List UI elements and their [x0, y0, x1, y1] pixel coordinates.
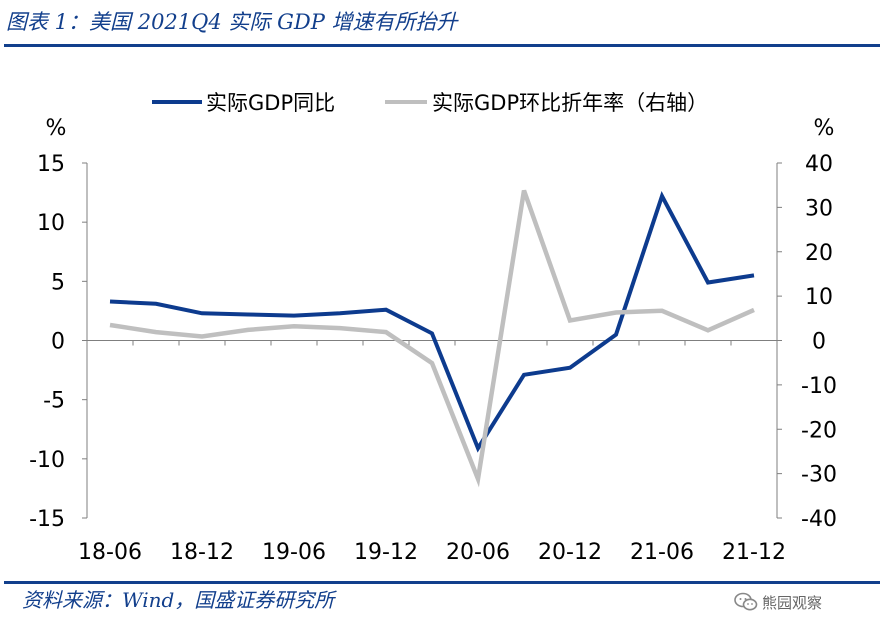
line-chart: 实际GDP同比 实际GDP环比折年率（右轴） -15-10-5051015-40-…: [29, 91, 837, 565]
x-tick-label: 19-06: [262, 540, 326, 565]
series-lines: [109, 189, 755, 488]
figure-title: 图表 1：美国 2021Q4 实际 GDP 增速有所抬升: [6, 10, 458, 34]
watermark: 熊园观察: [734, 589, 822, 615]
x-tick-label: 20-12: [538, 540, 602, 565]
right-y-tick-label: 20: [805, 241, 833, 266]
legend-label: 实际GDP环比折年率（右轴）: [432, 91, 708, 115]
axes: -15 -10 -5 0 5 10 15 -40 -30 -20 -10 0 10 20 30 40% % 18-…: [29, 116, 837, 565]
left-y-tick-label: -10: [29, 448, 65, 473]
left-y-tick-label: 0: [51, 330, 65, 355]
x-tick-label: 18-06: [78, 540, 142, 565]
right-y-tick-label: 30: [805, 196, 833, 221]
right-y-tick-label: -20: [801, 418, 837, 443]
series-line-gdp-yoy: [109, 191, 755, 453]
x-tick-label: 20-06: [446, 540, 510, 565]
left-axis-unit: %: [46, 116, 67, 141]
right-y-tick-label: 0: [812, 330, 826, 355]
right-y-tick-label: -10: [801, 374, 837, 399]
x-tick-label: 19-12: [354, 540, 418, 565]
legend-item-gdp-qoq: 实际GDP环比折年率（右轴）: [385, 91, 708, 115]
title-divider: [4, 44, 880, 47]
left-y-tick-label: 10: [37, 211, 65, 236]
x-tick-label: 21-06: [630, 540, 694, 565]
watermark-text: 熊园观察: [762, 593, 823, 612]
left-y-tick-label: -15: [29, 507, 65, 532]
x-tick-label: 18-12: [170, 540, 234, 565]
right-y-tick-label: -30: [801, 463, 837, 488]
source-divider: [4, 581, 880, 584]
right-y-tick-label: 40: [805, 152, 833, 177]
right-y-tick-label: -40: [801, 507, 837, 532]
left-y-tick-label: 5: [51, 270, 65, 295]
figure-source: 资料来源：Wind，国盛证券研究所: [22, 588, 335, 612]
legend: 实际GDP同比 实际GDP环比折年率（右轴）: [152, 91, 708, 115]
right-y-tick-label: 10: [805, 285, 833, 310]
left-y-tick-label: -5: [43, 389, 65, 414]
right-axis-unit: %: [814, 116, 835, 141]
legend-label: 实际GDP同比: [206, 91, 335, 115]
x-tick-label: 21-12: [722, 540, 786, 565]
left-y-tick-label: 15: [37, 152, 65, 177]
wechat-icon: [734, 592, 758, 611]
legend-item-gdp-yoy: 实际GDP同比: [152, 91, 335, 115]
